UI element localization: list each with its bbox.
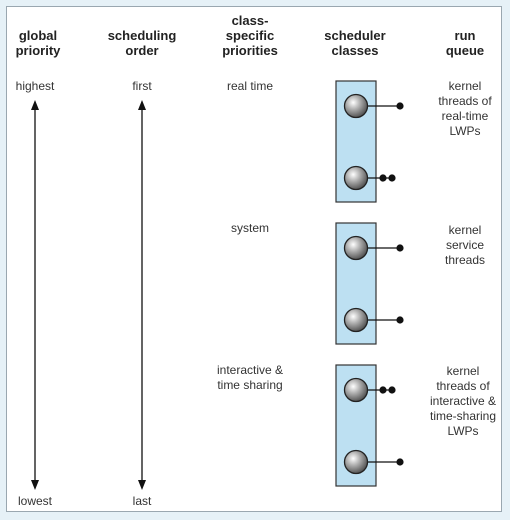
thread-dot [396, 244, 404, 252]
run-queue-label-system: kernel service threads [444, 223, 486, 267]
header-class-specific-priorities: class- specific priorities [222, 13, 278, 58]
priority-ball [343, 449, 369, 475]
scheduling-order-last-label: last [132, 494, 152, 508]
scheduler-class-3 [335, 364, 404, 487]
thread-dot [396, 316, 404, 324]
class-name-interactive-time-sharing: interactive & time sharing [216, 363, 284, 392]
global-priority-arrow [31, 100, 39, 490]
header-scheduling-order: scheduling order [107, 28, 177, 58]
thread-dot [379, 174, 387, 182]
priority-ball [343, 377, 369, 403]
scheduler-class-1 [335, 80, 404, 203]
global-priority-lowest-label: lowest [17, 494, 52, 508]
header-global-priority: global priority [15, 28, 61, 58]
header-scheduler-classes: scheduler classes [324, 28, 386, 58]
thread-dot [388, 386, 396, 394]
scheduling-order-first-label: first [132, 79, 152, 93]
run-queue-label-interactive: kernel threads of interactive & time-sha… [429, 364, 497, 438]
class-name-system: system [230, 221, 269, 235]
diagram-panel [6, 6, 502, 512]
priority-ball [343, 307, 369, 333]
scheduling-order-arrow [138, 100, 146, 490]
thread-dot [388, 174, 396, 182]
global-priority-highest-label: highest [15, 79, 55, 93]
scheduler-class-2 [335, 222, 404, 345]
priority-ball [343, 165, 369, 191]
thread-dot [379, 386, 387, 394]
priority-ball [343, 235, 369, 261]
thread-dot [396, 458, 404, 466]
thread-dot [396, 102, 404, 110]
priority-ball [343, 93, 369, 119]
class-name-real-time: real time [226, 79, 273, 93]
run-queue-label-real-time: kernel threads of real-time LWPs [438, 79, 492, 138]
header-run-queue: run queue [445, 28, 485, 58]
